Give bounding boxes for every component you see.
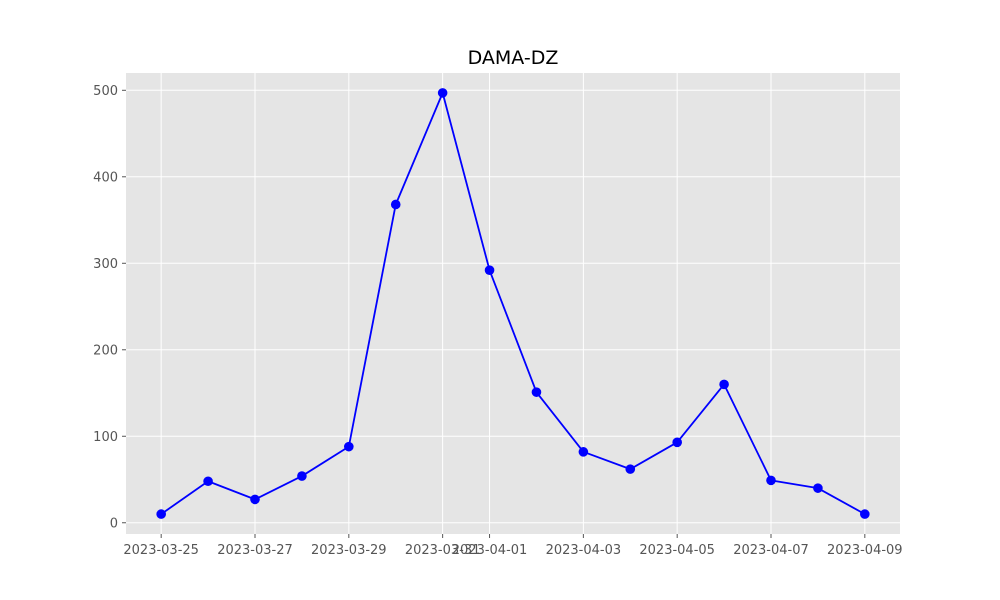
x-tick-label: 2023-03-27 [217, 543, 293, 558]
x-tick-label: 2023-04-09 [827, 543, 903, 558]
data-series [156, 88, 870, 519]
data-point [390, 199, 401, 210]
data-point [156, 509, 166, 519]
series-line [160, 91, 866, 515]
y-tick-label: 0 [110, 516, 118, 531]
data-point [719, 379, 729, 390]
x-tick-label: 2023-03-29 [311, 543, 387, 558]
y-tick-label: 500 [93, 84, 118, 99]
data-point [860, 509, 870, 519]
plot-area [126, 73, 900, 534]
chart-title: DAMA-DZ [468, 47, 559, 69]
data-point [625, 464, 636, 474]
x-tick-label: 2023-03-31 [405, 543, 481, 558]
y-tick-label: 400 [93, 170, 118, 185]
grid-lines [126, 73, 900, 534]
data-point [437, 88, 448, 98]
axis-ticks: 0 100 200 300 400 500 2023-03-25 2023-03-27 2023… [93, 84, 902, 558]
x-tick-label: 2023-04-03 [546, 543, 622, 558]
x-tick-label: 2023-04-05 [639, 543, 715, 558]
data-point [203, 476, 213, 487]
x-tick-label: 2023-04-07 [733, 543, 809, 558]
data-point [672, 437, 682, 448]
x-tick-label: 2023-03-25 [123, 543, 199, 558]
data-point [766, 475, 776, 486]
data-point [344, 441, 354, 452]
data-point [813, 483, 823, 493]
y-tick-label: 300 [93, 257, 118, 272]
data-point [484, 265, 495, 276]
x-tick-label: 2023-04-01 [452, 543, 528, 558]
data-point [578, 447, 589, 457]
y-tick-label: 100 [93, 430, 118, 445]
data-point [297, 471, 307, 481]
y-tick-label: 200 [93, 343, 118, 358]
data-point [531, 387, 542, 397]
data-point [250, 494, 260, 505]
